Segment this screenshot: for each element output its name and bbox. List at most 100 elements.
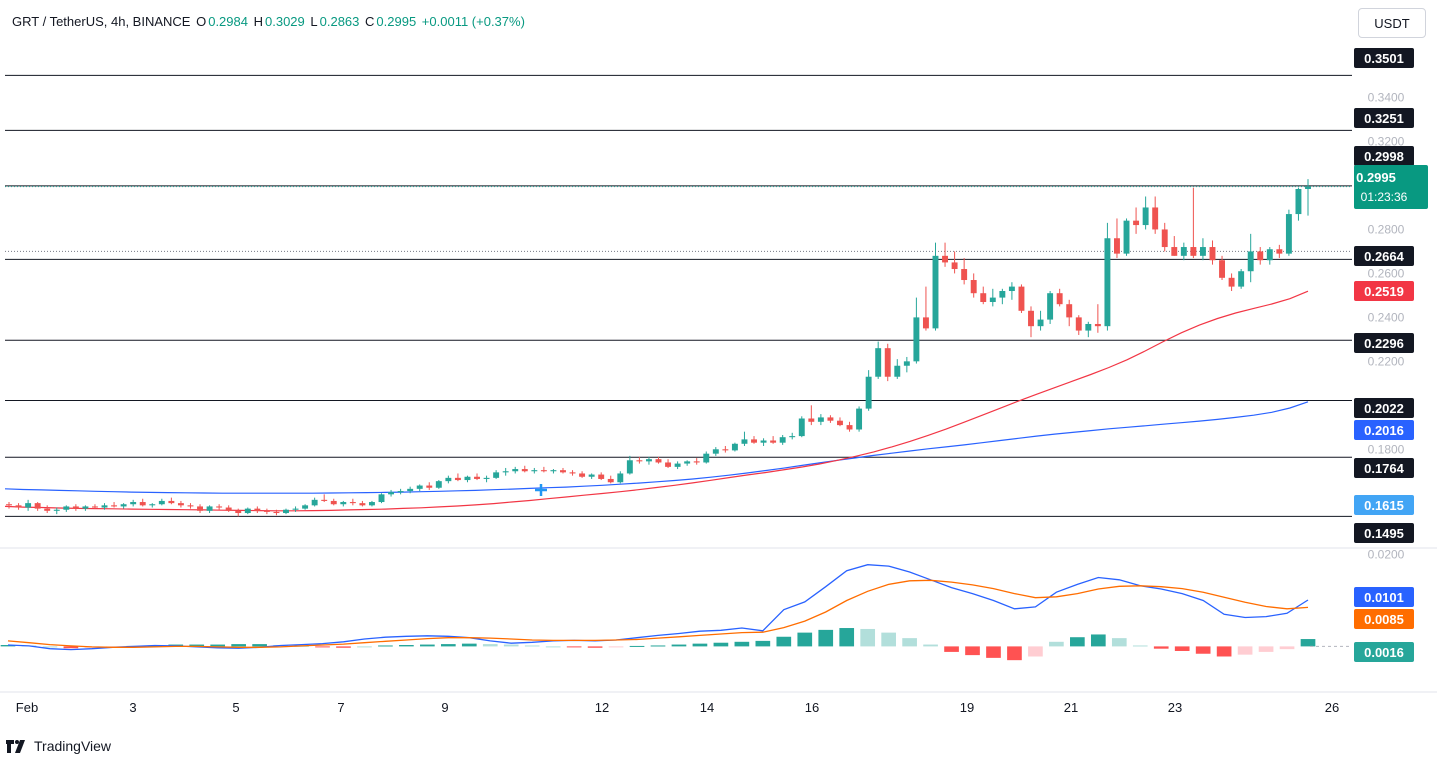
candle-body [502,471,509,473]
candle-body [884,348,891,377]
open-value: 0.2984 [208,14,248,29]
symbol-title[interactable]: GRT / TetherUS, 4h, BINANCE [12,14,191,29]
histogram-bar [671,644,687,647]
candle-body [72,506,79,509]
histogram-bar [1216,646,1232,657]
candle-body [560,470,566,473]
candle-body [607,478,614,483]
histogram-bar [1028,646,1043,657]
candle-body [760,440,767,443]
candle-body [722,449,729,451]
level-badge: 0.2998 [1354,146,1414,166]
candle-body [1238,271,1245,287]
histogram-bar [923,644,938,647]
candle-body [206,506,213,511]
candle-body [1219,260,1225,278]
x-tick-label: 5 [232,700,239,715]
signal-badge: 0.0085 [1354,609,1414,629]
currency-button[interactable]: USDT [1358,8,1426,38]
candle-body [770,440,777,443]
histogram-bar [1279,646,1295,650]
candle-body [1190,247,1197,256]
x-tick-label: 19 [960,700,974,715]
x-tick-label: 12 [595,700,609,715]
histogram-bar [357,646,372,648]
histogram-badge: 0.0016 [1354,642,1414,662]
candle-body [1008,286,1015,292]
candle-body [149,504,156,506]
candle-body [225,507,232,511]
level-badge-bg [1354,246,1414,266]
level-badge-bg [1354,108,1414,128]
histogram-bar [1174,646,1190,651]
candle-body [435,481,442,488]
macd-histogram [0,628,1316,661]
x-tick-label: 7 [337,700,344,715]
candle-body [1276,249,1283,254]
macd-badge-bg [1354,587,1414,607]
candle-body [1133,220,1140,226]
histogram-bar [1132,645,1148,647]
candle-body [1152,207,1159,230]
histogram-bar [440,644,456,647]
macd-line [7,564,1309,651]
candle-body [789,436,796,438]
candle-body [1114,238,1120,254]
candle-body [216,506,223,508]
y-tick-label: 0.2200 [1368,354,1405,368]
candle-body [817,417,824,422]
level-badge: 0.1495 [1354,523,1414,543]
histogram-badge-bg [1354,642,1414,662]
candle-body [53,509,60,511]
y-tick-label: 0.2400 [1368,310,1405,324]
histogram-bar [1237,646,1253,655]
level-badge-text: 0.3251 [1364,111,1404,126]
tradingview-brand[interactable]: TradingView [6,738,111,754]
candle-body [168,500,175,504]
candle-body [703,453,710,463]
histogram-bar [210,644,226,647]
countdown-text: 01:23:36 [1361,190,1408,204]
histogram-bar [629,645,645,647]
histogram-bar [336,646,351,648]
x-tick-label: Feb [16,700,38,715]
x-tick-label: 9 [441,700,448,715]
histogram-bar [461,643,477,647]
crosshair-price-badge-bg [1354,495,1414,515]
signal-badge-text: 0.0085 [1364,612,1404,627]
brand-name: TradingView [34,738,112,754]
candle-body [540,470,547,472]
candle-body [321,499,328,501]
candle-body [15,505,22,508]
candle-body [177,503,184,506]
candle-body [827,417,834,421]
ma-fast-badge: 0.2519 [1354,281,1414,301]
candle-body [158,500,165,505]
candle-body [273,511,280,514]
histogram-bar [965,646,980,656]
histogram-bar [399,645,414,647]
candle-body [1247,251,1254,272]
candle-body [283,509,289,514]
histogram-bar [1153,646,1169,649]
candle-body [1305,186,1311,190]
candle-body [187,505,194,507]
last-price-badge: 0.2995 01:23:36 [1354,165,1428,209]
candle-body [1085,323,1092,331]
low-key: L [310,14,318,29]
histogram-badge-text: 0.0016 [1364,645,1404,660]
level-badge-bg [1354,398,1414,418]
candle-body [961,269,968,281]
y-tick-label: 0.2800 [1368,222,1405,236]
candle-body [1066,304,1073,318]
y-tick-label: 0.3200 [1368,135,1405,149]
candle-body [779,437,786,443]
candle-body [139,502,146,506]
candle-body [846,425,853,430]
candle-body [330,500,337,505]
change-value: +0.0011 (+0.37%) [421,14,525,29]
histogram-bar [545,646,561,648]
candle-body [1199,247,1206,256]
candle-body [426,485,433,488]
